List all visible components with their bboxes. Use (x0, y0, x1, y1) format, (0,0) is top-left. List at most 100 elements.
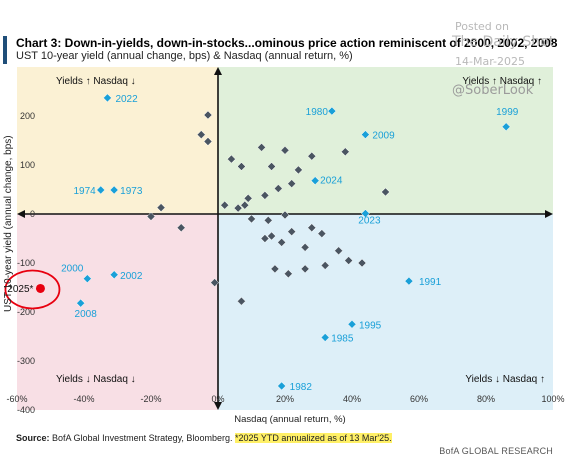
data-point (267, 162, 276, 171)
quadrant-label-top-right: Yields ↑ Nasdaq ↑ (462, 76, 542, 87)
x-tick-label: -60% (6, 394, 27, 404)
data-point-2025 (35, 283, 45, 293)
point-label-1999: 1999 (496, 107, 519, 118)
data-point-1999 (501, 122, 511, 132)
data-point (273, 184, 283, 193)
data-point (237, 296, 246, 306)
point-label-2002: 2002 (120, 271, 143, 282)
data-point (247, 214, 256, 224)
point-label-2024: 2024 (320, 176, 343, 187)
data-point (146, 212, 156, 221)
quadrant-bottom-right (218, 214, 553, 410)
watermark-date: 14-Mar-2025 (455, 55, 525, 68)
data-point (344, 256, 354, 265)
title-accent-bar (3, 36, 7, 64)
y-tick-label: -400 (17, 405, 35, 415)
data-point (257, 143, 266, 152)
data-point (196, 130, 206, 139)
data-point (357, 258, 367, 268)
data-point (307, 223, 317, 233)
data-point-2023 (361, 209, 370, 218)
data-point (227, 154, 236, 164)
data-point (280, 145, 290, 155)
x-axis-arrow-left (17, 210, 25, 218)
chart-subtitle: UST 10-year yield (annual change, bps) &… (16, 50, 353, 62)
point-label-1991: 1991 (419, 277, 442, 288)
data-point (280, 210, 290, 220)
point-label-1973: 1973 (120, 186, 143, 197)
point-label-2025: 2025* (7, 284, 33, 295)
point-label-1995: 1995 (359, 320, 382, 331)
data-point-2022 (103, 93, 112, 103)
data-point (317, 229, 327, 238)
data-point (340, 147, 350, 157)
data-point (203, 110, 213, 120)
x-tick-label: 40% (343, 394, 361, 404)
ytd-note: *2025 YTD annualized as of 13 Mar'25. (234, 433, 392, 443)
data-point (210, 278, 220, 287)
data-point-2024 (310, 176, 320, 186)
data-point (243, 193, 253, 203)
data-point (307, 151, 317, 161)
quadrant-label-bottom-right: Yields ↓ Nasdaq ↑ (465, 374, 545, 385)
data-point (267, 231, 276, 241)
point-label-1980: 1980 (306, 107, 329, 118)
watermark-posted: Posted on (455, 20, 509, 33)
quadrant-label-top-left: Yields ↑ Nasdaq ↓ (56, 76, 136, 87)
data-point (277, 238, 287, 247)
point-label-1974: 1974 (74, 186, 97, 197)
data-point-1991 (404, 276, 414, 286)
data-point (381, 187, 390, 197)
data-point (237, 162, 246, 171)
point-label-2022: 2022 (115, 94, 138, 105)
x-tick-label: -40% (73, 394, 94, 404)
data-point-2008 (76, 298, 86, 308)
chart-title: Chart 3: Down-in-yields, down-in-stocks.… (16, 36, 558, 50)
source-text: BofA Global Investment Strategy, Bloombe… (52, 433, 235, 443)
x-tick-label: 100% (541, 394, 564, 404)
data-point (240, 200, 250, 210)
point-label-2008: 2008 (75, 309, 98, 320)
data-point (320, 261, 330, 270)
y-tick-label: -200 (17, 307, 35, 317)
data-point (287, 179, 297, 188)
data-point (156, 203, 166, 212)
x-tick-label: 0% (211, 394, 224, 404)
x-tick-label: 60% (410, 394, 428, 404)
data-point (220, 200, 230, 210)
data-point-2002 (109, 270, 119, 280)
x-tick-label: -20% (140, 394, 161, 404)
y-tick-label: -100 (17, 258, 35, 268)
data-point-1982 (277, 381, 287, 391)
point-label-2009: 2009 (372, 131, 395, 142)
y-axis-title: UST 10-year yield (annual change, bps) (3, 135, 14, 312)
y-tick-label: 200 (20, 111, 35, 121)
point-label-2023: 2023 (358, 216, 381, 227)
data-point-1995 (347, 319, 357, 329)
data-point (176, 223, 186, 233)
x-axis-arrow-right (545, 210, 553, 218)
point-label-1985: 1985 (331, 333, 354, 344)
y-tick-label: -300 (17, 356, 35, 366)
y-axis-arrow-up (214, 67, 222, 75)
quadrant-bottom-left (17, 214, 218, 410)
data-point-1973 (109, 185, 119, 195)
data-point (260, 234, 270, 243)
data-point (300, 264, 310, 274)
y-tick-label: 100 (20, 160, 35, 170)
x-axis-title: Nasdaq (annual return, %) (234, 414, 345, 425)
data-point (287, 227, 297, 236)
quadrant-top-left (17, 67, 218, 214)
highlight-circle (4, 269, 61, 310)
data-point (260, 191, 270, 200)
data-point (263, 216, 273, 225)
brand-label: BofA GLOBAL RESEARCH (439, 446, 553, 456)
data-point-1985 (320, 333, 330, 342)
quadrant-label-bottom-left: Yields ↓ Nasdaq ↓ (56, 374, 136, 385)
x-tick-label: 80% (477, 394, 495, 404)
point-label-1982: 1982 (290, 382, 313, 393)
data-point-1980 (327, 106, 337, 116)
source-label: Source: (16, 433, 50, 443)
x-tick-label: 20% (276, 394, 294, 404)
